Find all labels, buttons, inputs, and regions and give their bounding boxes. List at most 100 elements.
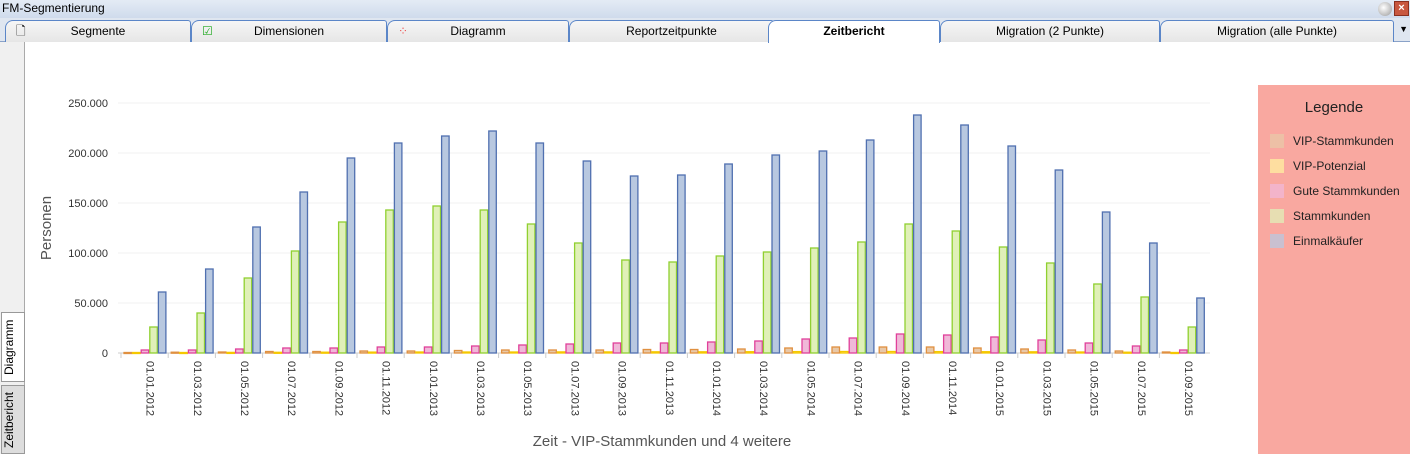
bar-einmalk-ufer bbox=[818, 150, 828, 354]
tab-migration-2-punkte[interactable]: Migration (2 Punkte) bbox=[940, 20, 1160, 42]
bar-gute-stammkunden bbox=[942, 334, 952, 354]
bar-einmalk-ufer bbox=[865, 139, 875, 354]
bar-stammkunden bbox=[809, 247, 819, 354]
legend-swatch bbox=[1270, 233, 1284, 248]
bar-vip-stammkunden bbox=[170, 351, 180, 354]
x-tick-label: 01.09.2013 bbox=[616, 361, 628, 416]
bar-einmalk-ufer bbox=[1054, 169, 1064, 354]
y-tick-label: 100.000 bbox=[68, 248, 108, 260]
bar-stammkunden bbox=[385, 209, 394, 354]
bar-einmalk-ufer bbox=[252, 226, 261, 354]
bar-stammkunden bbox=[432, 205, 442, 354]
tab-reportzeitpunkte[interactable]: Reportzeitpunkte bbox=[569, 20, 774, 42]
x-tick-label: 01.01.2013 bbox=[427, 361, 439, 416]
x-tick-label: 01.07.2012 bbox=[285, 361, 297, 416]
bar-stammkunden bbox=[1140, 296, 1150, 354]
bar-gute-stammkunden bbox=[895, 333, 905, 354]
bar-gute-stammkunden bbox=[1084, 342, 1094, 354]
legend-item: Stammkunden bbox=[1258, 203, 1410, 228]
bar-einmalk-ufer bbox=[676, 174, 686, 354]
tab-bar: 🗋 Segmente ☑ Dimensionen ⁘ Diagramm Reportz… bbox=[0, 18, 1410, 43]
tab-diagramm[interactable]: ⁘ Diagramm bbox=[387, 20, 569, 42]
legend-item: VIP-Stammkunden bbox=[1258, 128, 1410, 153]
tab-zeitbericht[interactable]: Zeitbericht bbox=[768, 20, 940, 43]
bar-vip-stammkunden bbox=[595, 349, 605, 354]
bar-stammkunden bbox=[149, 326, 158, 354]
side-tab-diagramm[interactable]: Diagramm bbox=[1, 312, 25, 382]
bar-vip-potenzial bbox=[415, 351, 424, 354]
bar-vip-stammkunden bbox=[453, 349, 463, 354]
bar-einmalk-ufer bbox=[1101, 211, 1111, 354]
bar-einmalk-ufer bbox=[157, 291, 167, 354]
x-tick-label: 01.03.2013 bbox=[474, 361, 486, 416]
bar-stammkunden bbox=[573, 242, 583, 354]
bar-vip-potenzial bbox=[1028, 351, 1038, 354]
bar-stammkunden bbox=[1187, 326, 1197, 354]
pin-icon[interactable] bbox=[1378, 2, 1392, 16]
bar-einmalk-ufer bbox=[204, 268, 214, 354]
tab-dimensionen[interactable]: ☑ Dimensionen bbox=[191, 20, 387, 42]
bar-gute-stammkunden bbox=[706, 341, 716, 354]
bar-einmalk-ufer bbox=[488, 130, 497, 354]
side-tab-zeitbericht[interactable]: Zeitbericht bbox=[1, 385, 25, 454]
bar-einmalk-ufer bbox=[1007, 145, 1017, 354]
x-tick-label: 01.05.2014 bbox=[804, 361, 816, 416]
bar-einmalk-ufer bbox=[1196, 297, 1205, 354]
bar-stammkunden bbox=[857, 241, 866, 354]
window-titlebar: FM-Segmentierung × bbox=[0, 0, 1410, 18]
bar-vip-potenzial bbox=[698, 351, 708, 354]
tab-migration-alle-punkte[interactable]: Migration (alle Punkte) bbox=[1160, 20, 1394, 42]
bar-gute-stammkunden bbox=[565, 343, 575, 354]
x-tick-label: 01.03.2015 bbox=[1040, 361, 1052, 416]
bar-einmalk-ufer bbox=[771, 154, 781, 354]
bar-vip-stammkunden bbox=[500, 349, 510, 354]
bar-vip-potenzial bbox=[1075, 351, 1085, 354]
bar-gute-stammkunden bbox=[659, 342, 669, 354]
dots-icon: ⁘ bbox=[398, 24, 409, 38]
bar-vip-potenzial bbox=[745, 351, 755, 354]
legend-label: VIP-Stammkunden bbox=[1293, 133, 1394, 148]
bar-stammkunden bbox=[290, 250, 300, 354]
bar-vip-stammkunden bbox=[689, 348, 699, 354]
tab-overflow-dropdown-icon[interactable]: ▼ bbox=[1399, 24, 1408, 34]
bar-stammkunden bbox=[621, 259, 630, 354]
bar-vip-stammkunden bbox=[123, 351, 133, 355]
legend-label: Einmalkäufer bbox=[1293, 233, 1364, 248]
y-axis-label: Personen bbox=[38, 196, 55, 260]
legend-label: Gute Stammkunden bbox=[1293, 183, 1400, 198]
bar-einmalk-ufer bbox=[346, 157, 356, 354]
x-tick-label: 01.11.2014 bbox=[946, 361, 958, 415]
bar-vip-stammkunden bbox=[925, 346, 935, 354]
bar-stammkunden bbox=[951, 230, 961, 354]
bar-vip-stammkunden bbox=[642, 348, 652, 354]
x-tick-label: 01.09.2014 bbox=[899, 361, 911, 416]
bar-vip-stammkunden bbox=[1020, 348, 1029, 354]
bar-gute-stammkunden bbox=[754, 340, 763, 354]
tab-segmente[interactable]: 🗋 Segmente bbox=[5, 20, 191, 42]
legend-swatch bbox=[1270, 183, 1284, 198]
bar-vip-potenzial bbox=[320, 351, 330, 354]
bar-gute-stammkunden bbox=[612, 342, 622, 354]
close-button[interactable]: × bbox=[1394, 1, 1409, 16]
bar-vip-potenzial bbox=[651, 351, 660, 354]
bar-stammkunden bbox=[1093, 283, 1102, 354]
bar-vip-stammkunden bbox=[831, 346, 841, 354]
bar-vip-potenzial bbox=[1123, 351, 1132, 354]
y-tick-label: 150.000 bbox=[68, 198, 108, 210]
bar-gute-stammkunden bbox=[848, 337, 858, 354]
bar-gute-stammkunden bbox=[282, 347, 291, 354]
bar-stammkunden bbox=[196, 312, 206, 354]
bar-vip-stammkunden bbox=[878, 346, 888, 354]
bar-vip-stammkunden bbox=[264, 350, 274, 354]
bar-vip-stammkunden bbox=[548, 349, 557, 354]
window-title: FM-Segmentierung bbox=[2, 1, 105, 15]
bar-gute-stammkunden bbox=[801, 338, 811, 354]
document-icon: 🗋 bbox=[16, 24, 26, 38]
bar-vip-stammkunden bbox=[1067, 349, 1077, 354]
bar-gute-stammkunden bbox=[329, 347, 339, 354]
bar-stammkunden bbox=[998, 246, 1008, 354]
x-tick-label: 01.01.2014 bbox=[710, 361, 722, 416]
y-tick-label: 200.000 bbox=[68, 148, 108, 160]
legend-swatch bbox=[1270, 208, 1284, 223]
bar-vip-potenzial bbox=[179, 351, 188, 355]
